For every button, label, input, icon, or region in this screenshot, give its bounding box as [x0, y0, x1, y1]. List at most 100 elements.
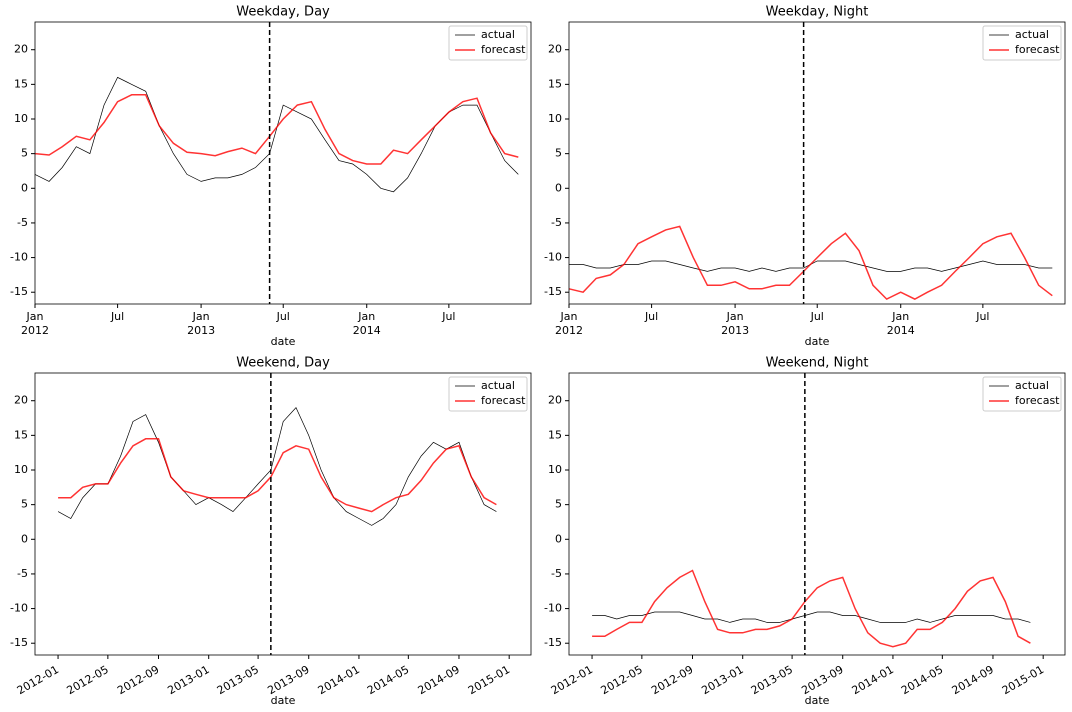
y-tick-label: 0: [21, 532, 28, 545]
y-tick-label: 20: [548, 43, 562, 56]
legend-label: forecast: [481, 394, 526, 407]
series-line: [568, 225, 1053, 301]
legend-label: forecast: [1015, 43, 1060, 56]
x-axis-label: date: [271, 694, 296, 707]
x-tick-label: Jul: [276, 310, 290, 323]
x-tick-label: Jan: [726, 310, 744, 323]
legend-label: actual: [481, 28, 515, 41]
x-tick-label: Jan: [891, 310, 909, 323]
axes-frame: [34, 21, 532, 305]
legend-box: [448, 376, 528, 412]
x-axis-label: date: [271, 335, 296, 348]
y-tick-label: 5: [555, 498, 562, 511]
y-tick-label: 5: [21, 147, 28, 160]
axes-frame: [34, 372, 532, 656]
legend-label: actual: [1015, 28, 1049, 41]
x-tick-label: Jan: [26, 310, 44, 323]
series-line: [592, 611, 1031, 623]
x-tick-sublabel: 2014: [887, 324, 915, 337]
series-line: [569, 260, 1053, 272]
y-tick-label: 5: [555, 147, 562, 160]
x-tick-label: 2012-05: [65, 663, 111, 697]
legend-label: forecast: [1015, 394, 1060, 407]
series-line: [57, 406, 497, 526]
legend-box: [982, 376, 1062, 412]
x-tick-label: 2012-01: [549, 663, 595, 697]
series-line: [34, 76, 519, 193]
x-tick-label: Jul: [810, 310, 824, 323]
chart-title: Weekday, Day: [236, 5, 330, 20]
x-tick-sublabel: 2014: [353, 324, 381, 337]
y-tick-label: -15: [544, 285, 562, 298]
y-tick-label: 15: [548, 77, 562, 90]
y-tick-label: 20: [14, 43, 28, 56]
chart-title: Weekday, Night: [766, 5, 869, 20]
x-tick-label: Jul: [441, 310, 455, 323]
x-tick-label: 2015-01: [1000, 663, 1046, 697]
x-tick-label: 2014-01: [850, 663, 896, 697]
x-tick-sublabel: 2013: [187, 324, 215, 337]
y-tick-label: 10: [14, 463, 28, 476]
y-tick-label: -15: [10, 285, 28, 298]
y-tick-label: -10: [10, 602, 28, 615]
x-tick-label: Jan: [560, 310, 578, 323]
axes-frame: [568, 372, 1066, 656]
y-tick-label: 10: [548, 112, 562, 125]
y-tick-label: 0: [555, 181, 562, 194]
x-tick-label: Jan: [357, 310, 375, 323]
y-tick-label: 15: [14, 77, 28, 90]
x-tick-label: 2015-01: [466, 663, 512, 697]
y-tick-label: 15: [548, 428, 562, 441]
y-tick-label: 10: [14, 112, 28, 125]
y-tick-label: -15: [10, 636, 28, 649]
y-tick-label: 15: [14, 428, 28, 441]
x-tick-label: 2014-05: [365, 663, 411, 697]
y-tick-label: 5: [21, 498, 28, 511]
y-tick-label: -5: [551, 567, 562, 580]
x-tick-label: 2014-05: [899, 663, 945, 697]
x-tick-label: 2014-09: [950, 663, 996, 697]
y-tick-label: 10: [548, 463, 562, 476]
chart-title: Weekend, Day: [236, 356, 330, 371]
axes-frame: [568, 21, 1066, 305]
y-tick-label: -10: [544, 602, 562, 615]
x-tick-label: 2012-09: [115, 663, 161, 697]
x-tick-label: 2012-05: [599, 663, 645, 697]
x-tick-sublabel: 2012: [21, 324, 49, 337]
x-tick-label: 2014-01: [316, 663, 362, 697]
x-tick-label: 2013-01: [699, 663, 745, 697]
y-tick-label: -10: [544, 251, 562, 264]
x-tick-label: 2013-01: [165, 663, 211, 697]
legend-box: [982, 25, 1062, 61]
legend-label: actual: [481, 379, 515, 392]
y-tick-label: 0: [555, 532, 562, 545]
legend-box: [448, 25, 528, 61]
y-tick-label: 20: [14, 394, 28, 407]
y-tick-label: 20: [548, 394, 562, 407]
x-tick-label: Jul: [110, 310, 124, 323]
y-tick-label: -5: [551, 216, 562, 229]
x-tick-sublabel: 2012: [555, 324, 583, 337]
series-line: [58, 438, 497, 513]
x-tick-label: 2013-09: [265, 663, 311, 697]
x-tick-label: 2014-09: [416, 663, 462, 697]
series-line: [34, 94, 519, 165]
x-tick-label: Jul: [644, 310, 658, 323]
series-line: [592, 569, 1031, 648]
legend-label: actual: [1015, 379, 1049, 392]
x-axis-label: date: [805, 335, 830, 348]
x-tick-label: 2012-01: [15, 663, 61, 697]
x-tick-label: 2013-05: [749, 663, 795, 697]
x-tick-label: Jul: [975, 310, 989, 323]
y-tick-label: 0: [21, 181, 28, 194]
x-tick-label: 2013-05: [215, 663, 261, 697]
y-tick-label: -10: [10, 251, 28, 264]
chart-title: Weekend, Night: [766, 356, 869, 371]
y-tick-label: -15: [544, 636, 562, 649]
y-tick-label: -5: [17, 567, 28, 580]
x-tick-label: 2012-09: [649, 663, 695, 697]
legend-label: forecast: [481, 43, 526, 56]
x-tick-sublabel: 2013: [721, 324, 749, 337]
x-axis-label: date: [805, 694, 830, 707]
